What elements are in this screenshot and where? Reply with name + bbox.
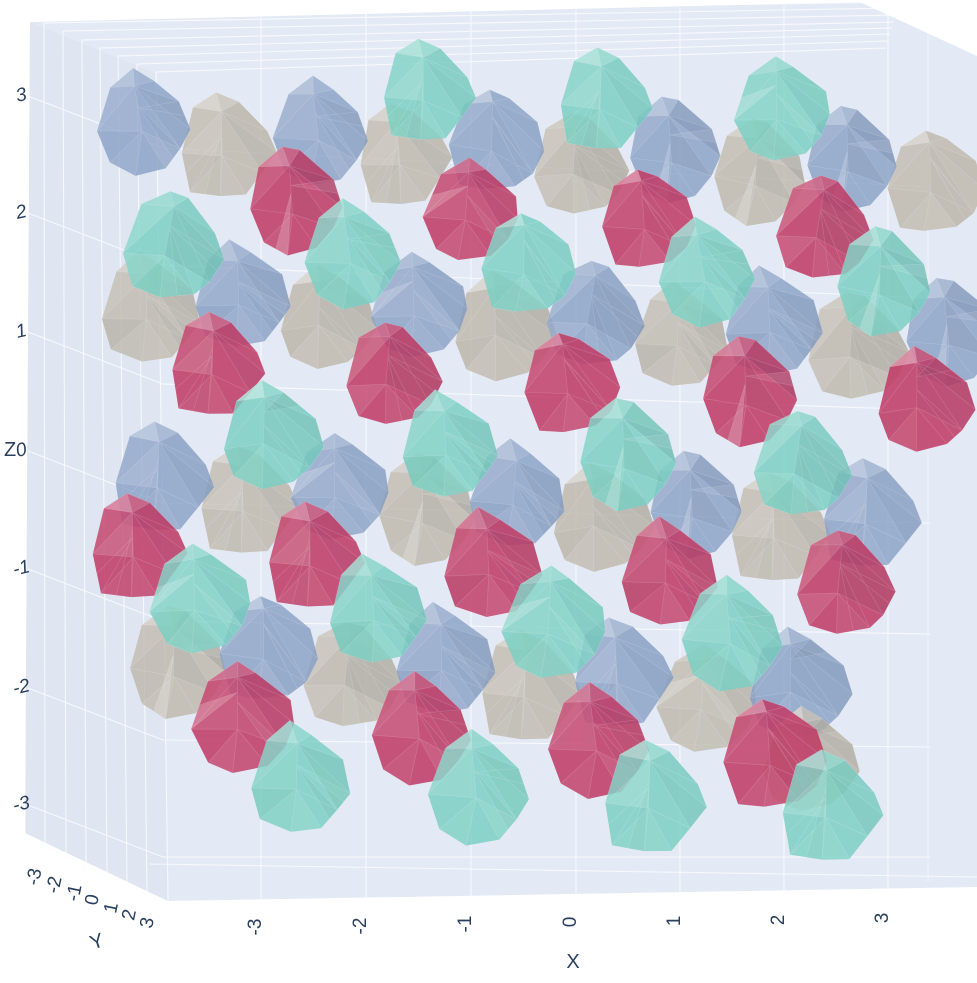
svg-text:-1: -1: [11, 556, 32, 580]
svg-text:0: 0: [560, 917, 581, 928]
svg-text:3: 3: [872, 913, 893, 924]
svg-text:2: 2: [768, 915, 789, 926]
svg-text:-3: -3: [23, 866, 47, 887]
svg-text:-2: -2: [11, 675, 33, 699]
svg-text:X: X: [566, 951, 579, 973]
svg-text:Y: Y: [87, 929, 106, 954]
svg-text:-1: -1: [455, 916, 476, 933]
svg-text:0: 0: [14, 439, 29, 462]
svg-text:2: 2: [118, 907, 141, 922]
svg-text:3: 3: [136, 915, 159, 930]
svg-text:-1: -1: [63, 882, 87, 903]
svg-text:1: 1: [100, 900, 123, 915]
svg-text:-2: -2: [43, 874, 67, 895]
svg-text:1: 1: [14, 320, 29, 343]
svg-text:3: 3: [14, 84, 29, 107]
svg-text:2: 2: [13, 201, 29, 224]
svg-text:-3: -3: [11, 792, 33, 816]
svg-text:-2: -2: [350, 918, 371, 935]
svg-text:-3: -3: [245, 919, 266, 936]
svg-text:Z: Z: [4, 439, 16, 461]
svg-text:0: 0: [81, 892, 104, 907]
svg-text:1: 1: [664, 916, 685, 927]
